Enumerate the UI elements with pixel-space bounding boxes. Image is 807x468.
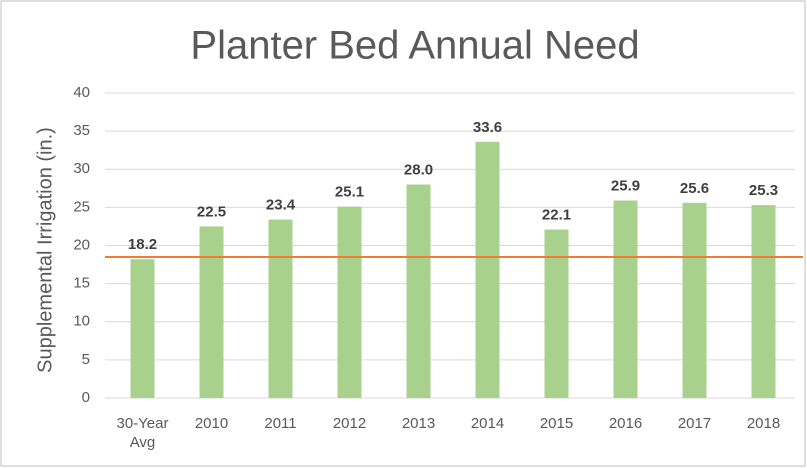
x-tick-label: 2015 bbox=[539, 415, 574, 432]
x-tick-label: 2012 bbox=[332, 415, 367, 432]
bar bbox=[682, 202, 707, 398]
y-tick-label: 5 bbox=[82, 351, 90, 368]
x-tick-label: 30-Year Avg bbox=[116, 415, 169, 451]
bar bbox=[475, 141, 500, 399]
x-tick-label: 2014 bbox=[470, 415, 505, 432]
data-label: 18.2 bbox=[128, 236, 157, 253]
y-tick-label: 35 bbox=[73, 122, 90, 139]
bar bbox=[544, 229, 569, 398]
bar bbox=[751, 205, 776, 398]
y-axis-label: Supplemental Irrigation (in.) bbox=[34, 127, 56, 373]
data-label: 25.3 bbox=[749, 182, 778, 199]
y-tick-label: 40 bbox=[73, 84, 90, 101]
x-tick-label: 2018 bbox=[746, 415, 781, 432]
bar bbox=[406, 184, 431, 398]
bar bbox=[130, 259, 155, 398]
data-label: 25.9 bbox=[611, 177, 640, 194]
bar bbox=[337, 206, 362, 398]
bar bbox=[268, 219, 293, 398]
y-tick-label: 15 bbox=[73, 275, 90, 292]
data-label: 25.6 bbox=[680, 180, 709, 197]
x-tick-label: 2011 bbox=[264, 415, 297, 432]
y-tick-label: 30 bbox=[73, 160, 90, 177]
data-label: 25.1 bbox=[335, 184, 364, 201]
data-label: 22.5 bbox=[197, 203, 226, 220]
chart-title: Planter Bed Annual Need bbox=[190, 24, 639, 68]
x-tick-label: 2017 bbox=[677, 415, 712, 432]
x-tick-label: 2013 bbox=[401, 415, 436, 432]
data-label: 22.1 bbox=[542, 206, 571, 223]
y-tick-label: 25 bbox=[73, 198, 90, 215]
y-tick-label: 0 bbox=[82, 389, 90, 406]
data-label: 23.4 bbox=[266, 197, 296, 214]
data-label: 28.0 bbox=[404, 161, 433, 178]
x-tick-label: 2010 bbox=[194, 415, 229, 432]
y-tick-label: 10 bbox=[73, 313, 90, 330]
data-label: 33.6 bbox=[473, 119, 502, 136]
x-tick-label: 2016 bbox=[608, 415, 643, 432]
bar bbox=[199, 226, 224, 398]
y-tick-label: 20 bbox=[73, 236, 90, 253]
bar bbox=[613, 200, 638, 398]
